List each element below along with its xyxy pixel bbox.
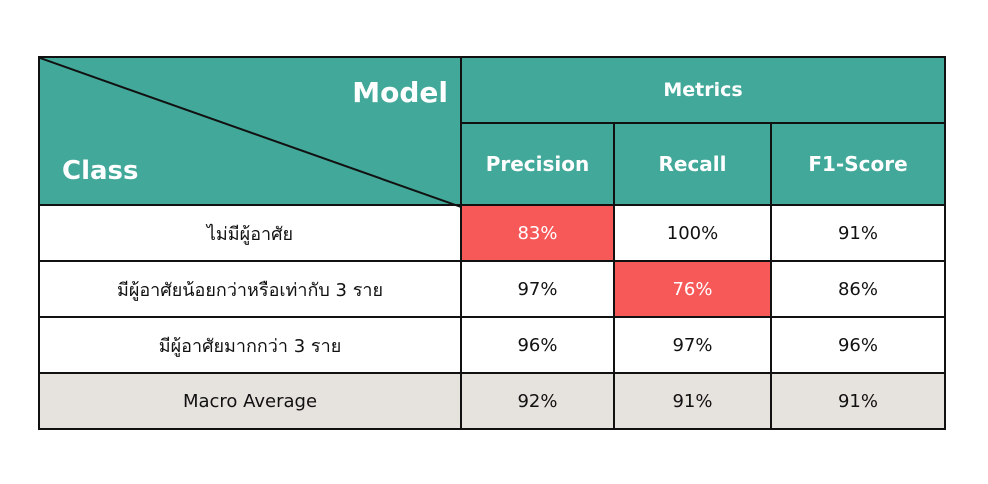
- row-label: Macro Average: [38, 372, 462, 430]
- corner-class-label: Class: [62, 156, 139, 186]
- column-header-recall: Recall: [613, 122, 772, 206]
- cell-value: 83%: [517, 222, 558, 244]
- column-header-f1-score: F1-Score: [770, 122, 946, 206]
- metrics-table: Model Class Metrics Precision Recall F1-…: [38, 56, 946, 430]
- table-cell-f1-score: 91%: [770, 204, 946, 262]
- table-cell-precision: 97%: [460, 260, 615, 318]
- table-cell-recall: 100%: [613, 204, 772, 262]
- cell-value: 91%: [837, 390, 878, 412]
- table-cell-f1-score: 86%: [770, 260, 946, 318]
- table-cell-recall: 76%: [613, 260, 772, 318]
- column-header-label: F1-Score: [808, 152, 908, 176]
- row-label-text: ไม่มีผู้อาศัย: [206, 223, 294, 245]
- row-label-text: Macro Average: [182, 390, 318, 412]
- cell-value: 91%: [837, 222, 878, 244]
- table-cell-precision: 92%: [460, 372, 615, 430]
- table-cell-recall: 97%: [613, 316, 772, 374]
- cell-value: 86%: [837, 278, 878, 300]
- diagonal-line: [40, 58, 464, 208]
- row-label: ไม่มีผู้อาศัย: [38, 204, 462, 262]
- cell-value: 97%: [672, 334, 713, 356]
- column-header-label: Recall: [658, 152, 727, 176]
- cell-value: 100%: [666, 222, 719, 244]
- corner-header: Model Class: [38, 56, 464, 208]
- table-cell-recall: 91%: [613, 372, 772, 430]
- cell-value: 76%: [672, 278, 713, 300]
- cell-value: 91%: [672, 390, 713, 412]
- row-label-text: มีผู้อาศัยน้อยกว่าหรือเท่ากับ 3 ราย: [116, 279, 384, 301]
- column-header-label: Precision: [485, 152, 590, 176]
- row-label: มีผู้อาศัยมากกว่า 3 ราย: [38, 316, 462, 374]
- table-cell-f1-score: 96%: [770, 316, 946, 374]
- table-cell-precision: 83%: [460, 204, 615, 262]
- row-label-text: มีผู้อาศัยมากกว่า 3 ราย: [158, 335, 342, 357]
- table-cell-precision: 96%: [460, 316, 615, 374]
- metrics-group-label: Metrics: [663, 79, 743, 101]
- row-label: มีผู้อาศัยน้อยกว่าหรือเท่ากับ 3 ราย: [38, 260, 462, 318]
- cell-value: 96%: [837, 334, 878, 356]
- table-cell-f1-score: 91%: [770, 372, 946, 430]
- corner-model-label: Model: [352, 76, 448, 109]
- metrics-group-header: Metrics: [460, 56, 946, 124]
- cell-value: 96%: [517, 334, 558, 356]
- cell-value: 92%: [517, 390, 558, 412]
- column-header-precision: Precision: [460, 122, 615, 206]
- cell-value: 97%: [517, 278, 558, 300]
